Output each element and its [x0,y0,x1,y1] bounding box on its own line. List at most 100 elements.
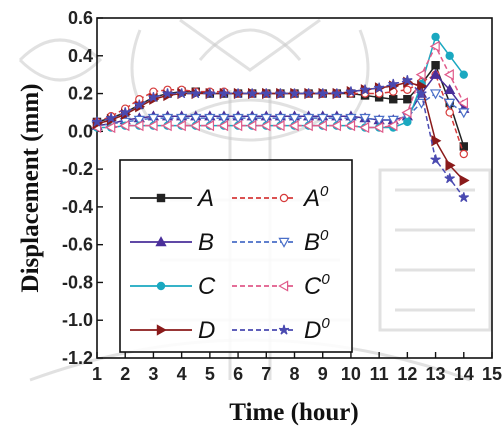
data-point-A0 [445,108,454,117]
data-point-D [417,80,428,92]
data-point-C0 [429,40,440,52]
data-point-D0 [218,88,230,99]
data-point-C [445,51,454,60]
data-point-C0 [387,120,398,132]
legend-label-sup: 0 [320,227,329,244]
data-point-D0 [345,86,357,97]
data-point-B0 [429,89,442,100]
data-point-C0 [316,120,327,132]
legend-marker [156,324,167,336]
data-point-B0 [387,115,399,126]
data-point-B0 [147,113,160,124]
legend-label: B0 [304,227,329,256]
data-point-B0 [260,113,272,124]
series-line-A [96,63,465,147]
data-point-C0 [443,69,454,81]
data-point-D0 [105,112,117,123]
data-point-D0 [458,192,469,203]
data-point-D0 [261,88,272,99]
x-tick-label: 13 [426,364,446,384]
x-tick-label: 3 [148,364,158,384]
data-point-A [431,61,440,70]
data-point-C0 [161,120,172,132]
data-point-C0 [119,120,130,132]
y-tick-label: -0.8 [62,272,93,292]
legend-marker [155,236,167,247]
data-point-C0 [147,120,158,132]
data-point-C [431,32,440,42]
series-line-B0 [96,92,465,127]
data-point-C0 [415,69,426,81]
data-point-D0 [232,88,244,99]
data-point-D0 [176,88,187,99]
data-point-A [389,95,398,104]
series-C0 [91,40,468,134]
legend-marker [278,237,290,248]
data-point-C0 [204,120,215,132]
data-point-D0 [247,88,258,99]
data-point-B0 [359,113,371,124]
legend-marker [156,193,166,203]
data-point-C0 [373,121,384,134]
x-axis-title: Time (hour) [229,399,358,426]
legend-label: B [198,229,214,256]
legend-item-C: C [130,273,216,300]
data-point-C0 [175,120,186,132]
series-D0 [91,75,469,203]
data-point-B0 [218,113,230,124]
series-line-A0 [96,73,465,155]
legend-label-base: B [304,229,320,256]
data-point-D0 [190,88,201,99]
data-point-D0 [204,88,216,99]
legend-item-C0: C0 [232,271,330,300]
x-tick-label: 9 [318,364,328,384]
data-point-C [403,117,412,127]
data-point-B0 [204,113,216,124]
data-point-D0 [162,88,173,99]
data-point-B0 [458,108,470,119]
data-point-D0 [91,116,103,127]
data-point-D [459,174,470,187]
data-point-B0 [232,113,244,124]
data-point-D0 [289,88,300,99]
legend-label: D0 [304,315,330,344]
data-point-C0 [274,120,285,132]
data-point-D0 [303,88,314,99]
data-point-C0 [302,120,313,132]
data-point-C0 [246,120,257,132]
data-point-A [403,95,412,104]
data-point-B0 [176,113,188,124]
data-point-C0 [105,121,116,134]
data-point-C0 [401,106,412,119]
legend-label: A [196,185,214,212]
legend-item-A: A [130,185,214,212]
data-point-B0 [345,113,357,124]
legend-label: C0 [304,271,330,300]
data-point-C [459,70,468,79]
y-tick-label: -0.2 [62,159,93,179]
y-tick-label: 0.4 [68,46,93,66]
legend-marker [156,281,166,291]
data-point-B0 [331,113,343,124]
x-tick-label: 7 [261,364,271,384]
data-point-A0 [459,149,468,159]
axes: 1 2 3 4 5 6 7 8 9 10 11 12 13 14 150.60.40.20.0-0.2-0.… [62,8,502,384]
legend-label: C [198,273,216,300]
y-axis-title: Displacement (mm) [17,84,44,293]
data-point-B [429,68,442,79]
data-point-B0 [246,113,258,124]
y-tick-label: -0.6 [62,235,93,255]
data-point-B [444,83,456,94]
data-point-D [445,159,456,171]
legend-marker [278,280,289,292]
legend-label-base: C [304,273,322,300]
data-point-D0 [134,99,145,110]
y-tick-label: 0.6 [68,8,93,28]
data-point-C0 [457,97,468,109]
x-tick-label: 1 [92,364,102,384]
legend-marker [279,193,289,203]
data-point-B0 [161,113,174,124]
legend-label-base: A [302,185,320,212]
